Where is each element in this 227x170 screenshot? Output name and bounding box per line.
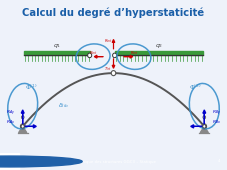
Circle shape xyxy=(203,116,206,119)
Text: $R_{int}$: $R_{int}$ xyxy=(130,50,138,57)
Circle shape xyxy=(203,125,206,128)
Bar xyxy=(0,153,19,170)
Text: $T_{int}$: $T_{int}$ xyxy=(104,66,112,73)
Circle shape xyxy=(111,71,116,76)
Circle shape xyxy=(21,116,24,119)
Text: $R_{Bx}$: $R_{Bx}$ xyxy=(212,119,221,126)
Text: 4: 4 xyxy=(218,159,220,164)
Circle shape xyxy=(113,53,117,58)
FancyArrow shape xyxy=(203,110,206,126)
Circle shape xyxy=(0,156,82,167)
FancyArrow shape xyxy=(23,125,36,128)
Polygon shape xyxy=(200,126,208,133)
Text: $R_{int}$: $R_{int}$ xyxy=(104,38,112,45)
Polygon shape xyxy=(19,126,27,133)
Circle shape xyxy=(21,125,24,128)
Text: $R_{int}$: $R_{int}$ xyxy=(89,50,97,57)
Text: Mécanique des structures GGC3 – Statique: Mécanique des structures GGC3 – Statique xyxy=(72,159,155,164)
Text: $R_{Ay}$: $R_{Ay}$ xyxy=(6,108,15,117)
Circle shape xyxy=(20,124,25,129)
FancyArrow shape xyxy=(191,125,204,128)
FancyArrow shape xyxy=(124,55,133,58)
Text: $q_2$: $q_2$ xyxy=(155,42,163,50)
FancyArrow shape xyxy=(112,39,115,49)
Text: $\Phi^{(1)}$: $\Phi^{(1)}$ xyxy=(25,82,38,92)
Circle shape xyxy=(202,124,207,129)
Text: $R_{Ax}$: $R_{Ax}$ xyxy=(6,119,15,126)
Text: $\delta_{lib}$: $\delta_{lib}$ xyxy=(58,101,69,110)
Text: Damien RICOTIER: Damien RICOTIER xyxy=(41,159,76,164)
FancyArrow shape xyxy=(21,110,24,126)
Bar xyxy=(115,51,203,55)
Text: $R_{By}$: $R_{By}$ xyxy=(212,108,221,117)
Bar xyxy=(24,51,90,55)
FancyArrow shape xyxy=(94,55,103,58)
FancyArrow shape xyxy=(112,59,115,68)
Text: Calcul du degré d’hyperstaticité: Calcul du degré d’hyperstaticité xyxy=(22,7,205,18)
Circle shape xyxy=(88,53,92,58)
Text: $q_1$: $q_1$ xyxy=(53,42,61,50)
Text: $\Phi^{(2)}$: $\Phi^{(2)}$ xyxy=(189,82,202,92)
